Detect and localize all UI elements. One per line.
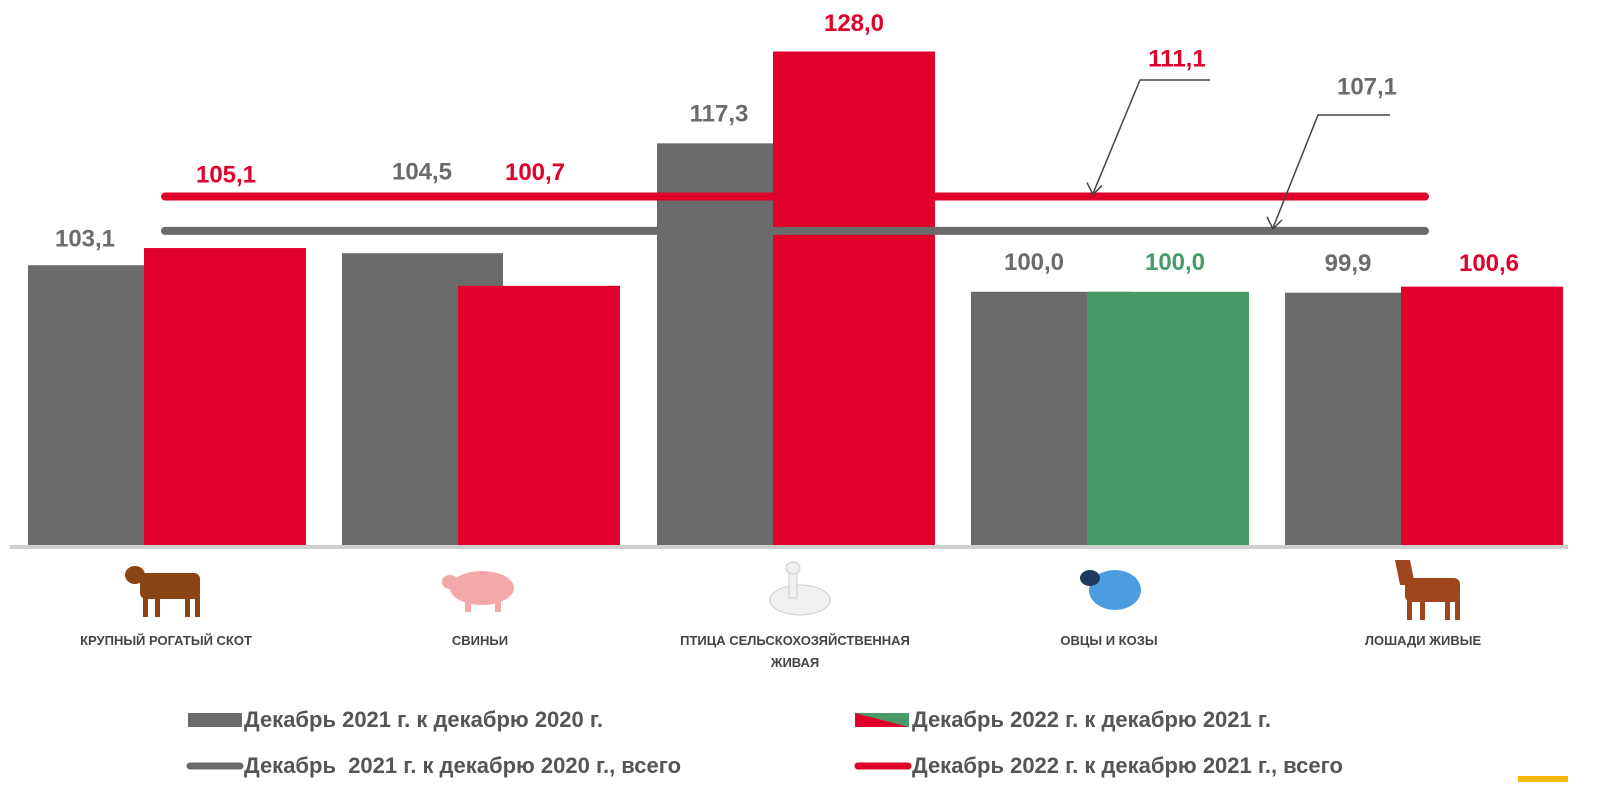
category-label: Свиньи [451,633,509,648]
value-label: 100,7 [505,159,565,186]
bar [144,248,306,545]
callout-line [1272,114,1390,229]
category-label: Овцы и козы [1060,633,1158,648]
sheep-icon [1080,570,1141,610]
legend-label: Декабрь 2021 г. к декабрю 2020 г. [244,707,603,732]
line-value-label: 107,1 [1337,73,1397,100]
value-label: 100,0 [1145,249,1205,276]
value-label: 128,0 [824,10,884,37]
value-label: 117,3 [690,101,749,128]
value-label: 100,6 [1459,250,1519,277]
category-label: Лошади живые [1364,633,1482,648]
horse-icon [1395,560,1460,620]
value-label: 103,1 [55,226,115,253]
callout-arrow [1086,182,1103,196]
callout-line [1092,79,1210,194]
value-label: 100,0 [1004,249,1064,276]
callout-arrow [1266,216,1283,231]
legend-swatch [188,713,242,727]
goose-icon [769,561,831,616]
legend-label: Декабрь 2021 г. к декабрю 2020 г., всего [244,753,682,778]
value-label: 105,1 [196,161,256,188]
category-label: Крупный рогатый скот [80,633,252,648]
legend-label: Декабрь 2022 г. к декабрю 2021 г., всего [912,753,1343,778]
value-label: 99,9 [1325,250,1372,277]
bar [773,51,935,545]
corner-decoration [1518,776,1568,782]
line-value-label: 111,1 [1148,45,1205,72]
legend-label: Декабрь 2022 г. к декабрю 2021 г. [912,707,1271,732]
bar [1401,286,1563,545]
pig-icon [442,571,514,612]
legend-swatch [855,713,909,727]
value-label: 104,5 [392,159,452,186]
category-label: Птица сельскохозяйственная живая [680,633,910,670]
bar [458,285,620,545]
bar [1087,291,1249,545]
cow-icon [125,566,200,617]
